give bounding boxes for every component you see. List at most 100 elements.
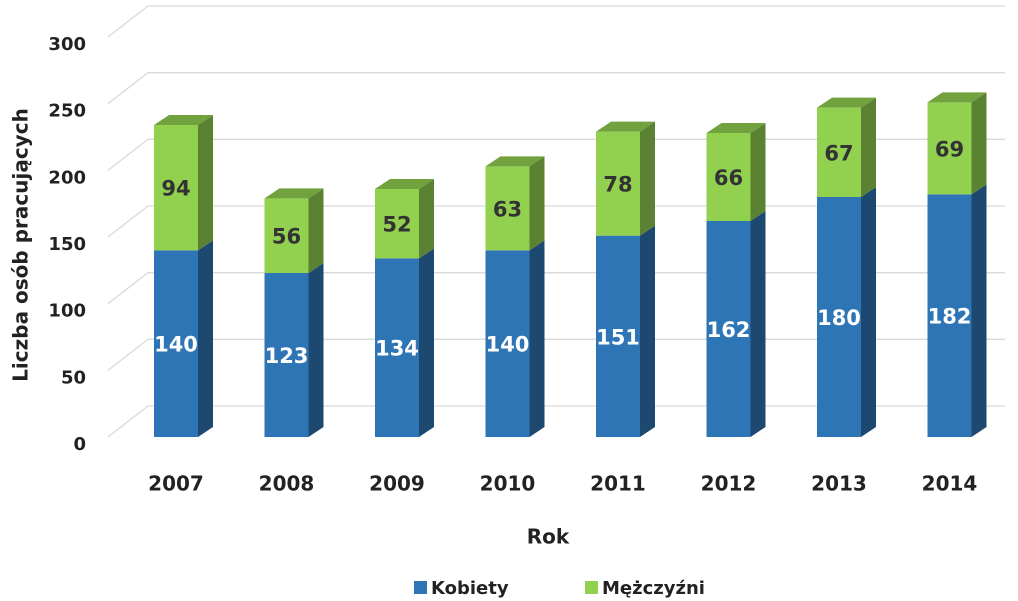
bar-face [640,225,655,437]
data-label: 134 [375,337,419,361]
grid-line [107,272,149,305]
data-label: 78 [603,173,632,197]
data-label: 67 [824,141,853,165]
legend-label: Mężczyźni [602,578,705,599]
y-tick-label: 50 [61,367,86,388]
bar-face [264,273,309,437]
bar-face [485,250,530,437]
bar-face [308,188,324,273]
x-tick-label: 2014 [922,472,978,496]
bar-face [375,189,419,259]
bar-face [308,263,324,437]
data-label: 52 [382,213,411,237]
x-tick-label: 2010 [480,472,536,496]
x-tick-label: 2008 [259,472,315,496]
y-tick-label: 100 [48,301,86,322]
bar-face [861,97,876,197]
data-label: 123 [265,344,309,368]
data-label: 151 [596,325,640,349]
data-label: 66 [714,166,743,190]
bar-face [927,194,972,437]
bar [706,123,766,221]
grid-line [107,5,149,38]
grid-line [107,205,149,238]
grid-line [107,338,149,371]
bar-face [817,107,861,197]
x-tick-label: 2007 [148,472,204,496]
bar-face [154,250,198,437]
bar-face [375,258,419,437]
data-label: 140 [486,333,530,357]
data-label: 94 [161,177,190,201]
y-tick-label: 250 [48,101,86,122]
bar [706,211,766,437]
bar [485,156,545,251]
y-tick-label: 200 [48,167,86,188]
bar-face [596,131,640,236]
bar-face [419,248,434,437]
x-tick-label: 2011 [590,472,646,496]
bar-face [971,92,987,195]
bar-face [485,156,545,167]
bar [596,121,655,236]
bar [596,225,655,437]
data-label: 182 [928,305,972,329]
bar-face [927,92,987,103]
bar-face [706,221,751,437]
y-tick-label: 150 [48,234,86,255]
grid-line [107,138,149,171]
bar-face [375,179,434,189]
bar-face [198,240,213,437]
grid-line [107,405,149,438]
bar [375,179,434,259]
bar-face [264,188,324,199]
bar-face [861,187,876,437]
bar [375,248,434,437]
bar-face [817,197,861,437]
bar-face [706,123,766,133]
bar-face [640,121,655,236]
data-label: 56 [272,225,301,249]
x-axis-title: Rok [527,525,570,549]
bar-face [750,123,766,221]
y-tick-label: 0 [73,434,86,455]
bar-face [529,240,545,437]
data-label: 69 [935,137,964,161]
bar-face [706,133,751,221]
bar-face [529,156,545,251]
bar-face [971,184,987,437]
x-tick-label: 2012 [701,472,757,496]
bar-face [154,115,213,125]
bar [154,115,213,251]
bar [927,184,987,437]
bar-face [596,235,640,437]
bar [264,263,324,437]
bar-face [419,179,434,259]
bar-face [485,166,530,251]
bar-face [927,102,972,195]
grid-line [107,72,149,105]
bar-face [750,211,766,437]
bar-face [596,121,655,132]
y-tick-label: 300 [48,34,86,55]
bar [485,240,545,437]
bar [927,92,987,195]
bar-face [264,198,309,273]
data-label: 162 [707,318,751,342]
x-tick-label: 2013 [811,472,867,496]
legend-swatch [414,581,427,594]
bar [154,240,213,437]
bar [817,187,876,437]
bar-face [154,125,198,251]
data-label: 180 [817,306,861,330]
x-tick-label: 2009 [369,472,425,496]
bar-face [817,97,876,108]
legend-label: Kobiety [431,578,509,599]
data-label: 140 [154,333,198,357]
bar [264,188,324,273]
data-label: 63 [493,197,522,221]
legend-swatch [585,581,598,594]
bar-face [198,115,213,251]
y-axis-title: Liczba osób pracujących [9,108,33,382]
